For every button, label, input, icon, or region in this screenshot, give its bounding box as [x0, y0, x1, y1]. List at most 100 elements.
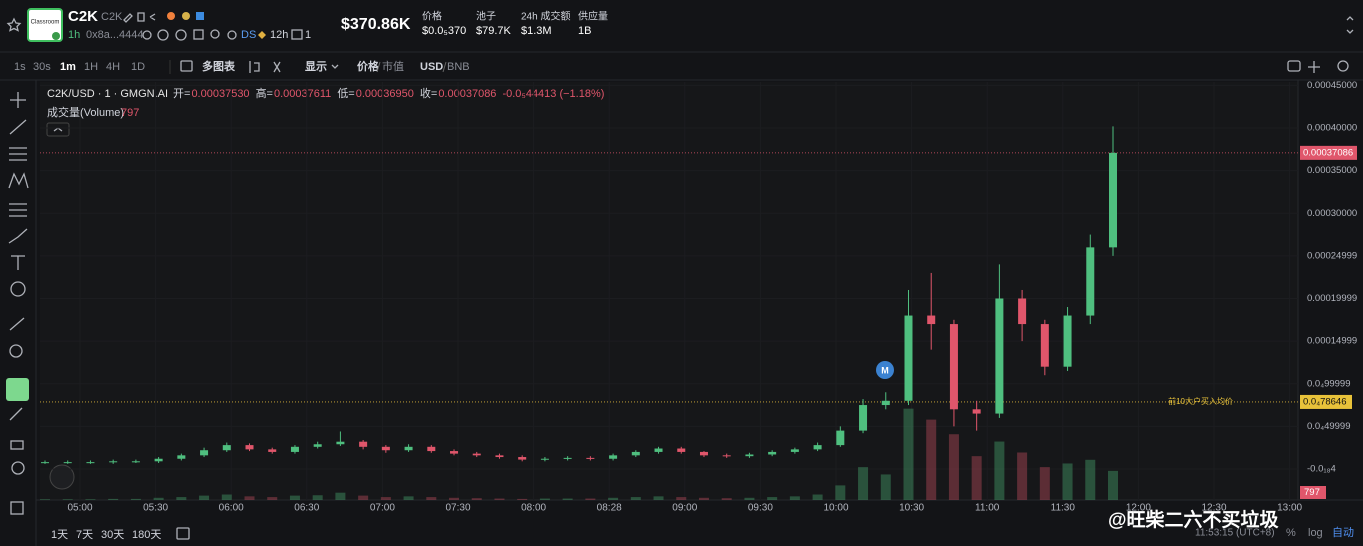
- volume-title: 成交量(Volume): [47, 105, 124, 119]
- candle-body: [1063, 315, 1072, 367]
- event-marker[interactable]: [876, 361, 894, 379]
- candle-body: [518, 457, 527, 460]
- candle-body: [450, 451, 459, 454]
- candle-body: [222, 445, 231, 451]
- caret: [331, 64, 339, 69]
- y-tick-label: -0.0₁₈4: [1307, 463, 1336, 474]
- collapse-button[interactable]: [46, 122, 70, 137]
- interval[interactable]: 1D: [131, 61, 145, 73]
- address: 0x8a...4444: [86, 29, 144, 41]
- range[interactable]: 180天: [132, 529, 161, 541]
- volume-bar: [380, 497, 391, 500]
- expand-icon[interactable]: [1308, 61, 1320, 73]
- volume-bar: [789, 496, 800, 500]
- legend-label: 高=: [256, 86, 273, 100]
- web-icon[interactable]: [157, 29, 169, 41]
- candle-body: [268, 449, 277, 452]
- interval[interactable]: 1m: [60, 61, 76, 73]
- separator: [376, 61, 381, 73]
- volume-bar: [449, 497, 460, 500]
- volume-bar: [630, 497, 641, 500]
- user-icon[interactable]: [142, 30, 152, 40]
- interval[interactable]: 1H: [84, 61, 98, 73]
- range[interactable]: 1天: [51, 529, 68, 541]
- chart-title: C2K/USD · 1 · GMGN.AI: [47, 88, 168, 100]
- candle-body: [904, 315, 913, 401]
- candle-body: [41, 462, 49, 464]
- x-tick-label: 08:28: [597, 503, 622, 514]
- candle-body: [63, 462, 72, 464]
- percent-toggle[interactable]: %: [1286, 527, 1296, 539]
- calendar-icon[interactable]: [176, 527, 190, 540]
- candle-body: [881, 400, 890, 406]
- icon: [196, 12, 204, 20]
- interval[interactable]: 1s: [14, 61, 26, 73]
- volume-bar: [199, 495, 210, 500]
- stat-value: $1.3M: [521, 25, 552, 37]
- avg-buy-label: 0.0₄78646: [1303, 396, 1347, 407]
- candle-body: [313, 444, 322, 447]
- drawing-tools[interactable]: [8, 92, 29, 515]
- fire-icon: [167, 12, 175, 20]
- volume-bar: [835, 485, 846, 500]
- candle-body: [949, 324, 958, 410]
- search-icon[interactable]: [210, 29, 220, 39]
- candle-body: [836, 430, 845, 446]
- multi-chart[interactable]: 多图表: [202, 59, 236, 73]
- candle-body: [813, 445, 822, 450]
- x-tick-label: 12:30: [1201, 503, 1226, 514]
- y-tick-label: 0.00035000: [1307, 165, 1357, 176]
- stat-value: $79.7K: [476, 25, 512, 37]
- avg-buy-name: 前10大户买入均价: [1168, 396, 1233, 406]
- camera-icon[interactable]: [1287, 60, 1301, 72]
- volume-bar: [858, 467, 869, 500]
- usd-toggle[interactable]: USD: [420, 61, 443, 73]
- bnb-toggle[interactable]: BNB: [447, 61, 470, 73]
- tool-icons[interactable]: [249, 61, 281, 73]
- interval[interactable]: 30s: [33, 61, 51, 73]
- header-icons[interactable]: [123, 12, 156, 23]
- legend-value: 0.00037086: [438, 88, 496, 100]
- intervals: 1s 30s 1m 1H 4H 1D: [14, 61, 145, 73]
- legend-label: 开=: [173, 88, 190, 100]
- volume-box: [1300, 486, 1326, 499]
- volume-bar: [517, 498, 528, 500]
- log-toggle[interactable]: log: [1308, 527, 1323, 539]
- stats: 价格 $0.0₅370 池子 $79.7K 24h 成交额 $1.3M 供应量 1B: [422, 10, 608, 37]
- volume-bar: [267, 497, 278, 500]
- add-icon[interactable]: [180, 60, 193, 72]
- candle-body: [745, 454, 754, 457]
- mcap-toggle[interactable]: 市值: [382, 59, 404, 73]
- volume-bar: [676, 497, 687, 500]
- doc-icon[interactable]: [193, 29, 204, 40]
- settings-icon[interactable]: [1337, 60, 1349, 72]
- stat-value: $0.0₅370: [422, 25, 466, 37]
- volume-bar: [585, 498, 596, 500]
- range[interactable]: 30天: [101, 529, 124, 541]
- candle-body: [200, 450, 209, 456]
- last-price-box: [1300, 145, 1357, 160]
- auto-toggle[interactable]: 自动: [1332, 526, 1354, 539]
- volume-bar: [880, 474, 891, 500]
- volume-bar: [562, 498, 573, 500]
- candle-body: [381, 446, 390, 451]
- candle-body: [472, 453, 481, 456]
- icon[interactable]: [227, 30, 237, 40]
- candle-body: [995, 298, 1004, 414]
- active-tool[interactable]: [6, 378, 29, 401]
- star-icon[interactable]: [6, 17, 22, 32]
- market-cap: $370.86K: [341, 16, 411, 33]
- volume-bar: [653, 496, 664, 500]
- price-toggle[interactable]: 价格: [357, 59, 380, 73]
- watermark: @旺柴二六不买垃圾: [1108, 508, 1280, 531]
- y-tick-label: 0.00030000: [1307, 208, 1357, 219]
- volume-bar: [698, 497, 709, 500]
- range[interactable]: 7天: [76, 529, 93, 541]
- display[interactable]: 显示: [305, 60, 327, 73]
- volume-bar: [62, 499, 73, 500]
- chart-area: [40, 82, 1298, 500]
- interval[interactable]: 4H: [106, 61, 120, 73]
- ds-label: DS: [241, 29, 256, 41]
- social-icon[interactable]: [175, 29, 187, 41]
